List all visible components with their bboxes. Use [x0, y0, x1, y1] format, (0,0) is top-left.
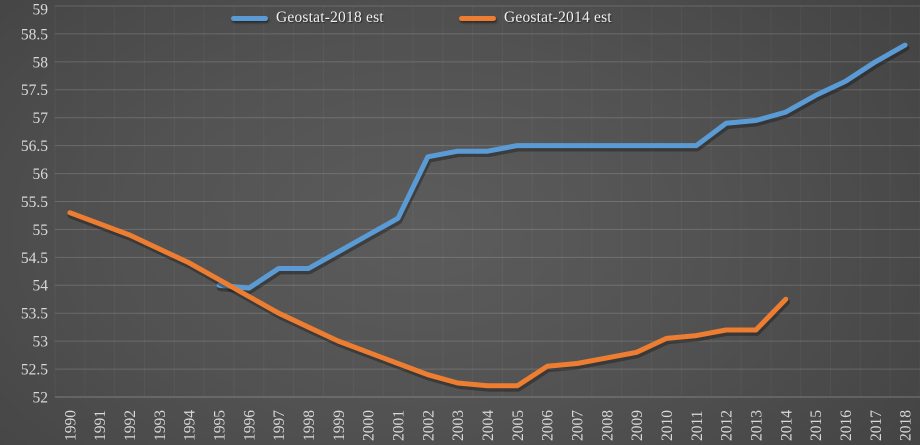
x-axis-tick-label: 1999 [331, 410, 348, 441]
series-shadow-geostat-2014-est [67, 212, 791, 392]
x-axis-tick-2008: 2008 [599, 410, 616, 441]
x-axis-tick-2003: 2003 [450, 410, 467, 441]
x-axis-tick-label: 2010 [659, 410, 676, 441]
x-axis-tick-1992: 1992 [122, 410, 139, 441]
y-axis-tick-59: 59 [33, 1, 49, 18]
y-axis-tick-57: 57 [33, 110, 49, 127]
legend-line-marker-icon [231, 15, 268, 21]
y-axis-tick-54: 54 [33, 278, 49, 295]
x-axis-tick-1995: 1995 [212, 410, 229, 441]
x-axis-tick-1997: 1997 [271, 410, 288, 441]
x-axis-tick-1999: 1999 [331, 410, 348, 441]
x-axis-tick-label: 2014 [778, 410, 795, 441]
x-axis-tick-2005: 2005 [510, 410, 527, 441]
x-axis-tick-2006: 2006 [540, 410, 557, 441]
x-axis-tick-2015: 2015 [808, 410, 825, 441]
x-axis-tick-2007: 2007 [570, 410, 587, 441]
x-axis-tick-label: 2001 [391, 410, 408, 441]
x-axis-tick-1994: 1994 [182, 410, 199, 441]
x-axis-tick-1990: 1990 [62, 410, 79, 441]
legend-item-geostat-2018[interactable]: Geostat-2018 est [231, 9, 384, 27]
x-axis-tick-2011: 2011 [689, 411, 706, 441]
x-axis-tick-label: 2005 [510, 410, 527, 441]
x-axis-tick-2016: 2016 [838, 410, 855, 441]
x-axis-tick-2000: 2000 [361, 410, 378, 441]
x-axis-tick-label: 2016 [838, 410, 855, 441]
y-axis-tick-58: 58 [33, 54, 49, 71]
series-line-geostat-2014-est[interactable] [67, 210, 789, 389]
y-axis-tick-53: 53 [33, 334, 49, 351]
x-axis-tick-label: 2008 [599, 410, 616, 441]
series-line-geostat-2018-est[interactable] [216, 42, 908, 291]
x-axis-tick-label: 2002 [420, 410, 437, 441]
legend: Geostat-2018 est Geostat-2014 est [0, 9, 920, 29]
x-axis-tick-label: 1992 [122, 410, 139, 441]
x-axis-tick-2004: 2004 [480, 410, 497, 441]
x-axis-tick-2001: 2001 [391, 410, 408, 441]
x-axis-tick-label: 2004 [480, 410, 497, 441]
x-axis-tick-label: 1996 [241, 410, 258, 441]
y-axis-tick-52: 52 [33, 389, 49, 406]
legend-label: Geostat-2014 est [504, 9, 612, 26]
legend-label: Geostat-2018 est [276, 9, 384, 26]
x-axis-tick-label: 1998 [301, 410, 318, 441]
x-axis-tick-2009: 2009 [629, 410, 646, 441]
x-axis-tick-2012: 2012 [719, 410, 736, 441]
x-axis-tick-label: 1991 [92, 410, 109, 441]
y-axis-tick-55.5: 55.5 [21, 194, 48, 211]
x-axis-tick-label: 1990 [62, 410, 79, 441]
y-axis-tick-58.5: 58.5 [21, 26, 48, 43]
series-shadow-geostat-2018-est [216, 44, 910, 294]
x-axis-tick-2010: 2010 [659, 410, 676, 441]
x-axis-tick-label: 1997 [271, 410, 288, 441]
x-axis-tick-2013: 2013 [748, 410, 765, 441]
x-axis-tick-1998: 1998 [301, 410, 318, 441]
x-axis-tick-label: 2003 [450, 410, 467, 441]
x-axis-tick-label: 1993 [152, 410, 169, 441]
x-axis-tick-label: 2018 [898, 410, 915, 441]
y-axis-tick-54.5: 54.5 [21, 250, 48, 267]
x-axis-tick-label: 2017 [868, 410, 885, 441]
x-axis-tick-label: 2006 [540, 410, 557, 441]
x-axis-tick-1996: 1996 [241, 410, 258, 441]
x-axis-tick-2017: 2017 [868, 410, 885, 441]
legend-line-marker-icon [459, 15, 496, 21]
x-axis-tick-label: 1995 [212, 410, 229, 441]
x-axis-tick-label: 1994 [182, 410, 199, 441]
y-axis-tick-57.5: 57.5 [21, 82, 48, 99]
x-axis-tick-label: 2012 [719, 410, 736, 441]
y-axis-tick-56: 56 [33, 166, 49, 183]
x-axis-tick-1991: 1991 [92, 410, 109, 441]
legend-item-geostat-2014[interactable]: Geostat-2014 est [459, 9, 612, 27]
x-axis-tick-2018: 2018 [898, 410, 915, 441]
y-axis-tick-56.5: 56.5 [21, 138, 48, 155]
x-axis-tick-label: 2011 [689, 411, 706, 441]
y-axis-tick-55: 55 [33, 222, 49, 239]
y-axis-tick-52.5: 52.5 [21, 362, 48, 379]
x-axis-tick-label: 2000 [361, 410, 378, 441]
x-axis-tick-label: 2015 [808, 410, 825, 441]
y-axis-tick-53.5: 53.5 [21, 306, 48, 323]
x-axis-tick-1993: 1993 [152, 410, 169, 441]
x-axis-tick-label: 2007 [570, 410, 587, 441]
x-axis-tick-2002: 2002 [420, 410, 437, 441]
x-axis-tick-label: 2013 [748, 410, 765, 441]
x-axis-tick-2014: 2014 [778, 410, 795, 441]
x-axis-tick-label: 2009 [629, 410, 646, 441]
